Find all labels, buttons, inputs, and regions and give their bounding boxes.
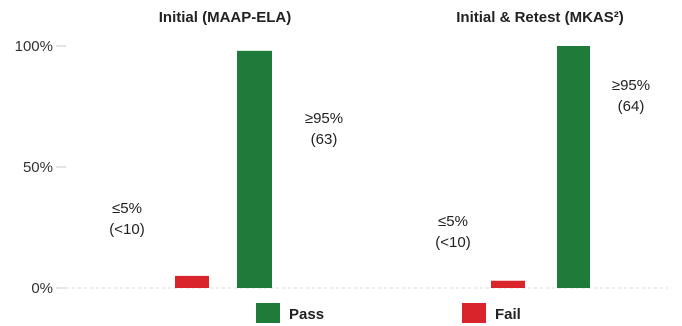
bar-fail <box>491 280 525 288</box>
legend-label: Fail <box>495 306 521 323</box>
panel-title: Initial (MAAP-ELA) <box>159 9 292 26</box>
data-label-count: (<10) <box>109 221 144 238</box>
data-label-percent: ≥95% <box>612 77 650 94</box>
chart-panel: Initial (MAAP-ELA) ≤5% (<10) ≥95% (63) <box>109 9 343 289</box>
data-label-count: (64) <box>618 98 645 115</box>
chart-panel: Initial & Retest (MKAS²) ≤5% (<10) ≥95% (64) <box>435 9 650 288</box>
legend: Pass Fail <box>256 303 521 323</box>
data-label-count: (63) <box>311 131 338 148</box>
panel-title: Initial & Retest (MKAS²) <box>456 9 624 26</box>
legend-item: Pass <box>256 303 324 323</box>
data-label-percent: ≤5% <box>438 213 468 230</box>
legend-item: Fail <box>462 303 521 323</box>
legend-swatch <box>462 303 486 323</box>
bar-fail <box>175 275 209 288</box>
bar-pass <box>557 46 590 288</box>
data-label-percent: ≥95% <box>305 110 343 127</box>
y-tick-label: 100% <box>15 38 53 55</box>
legend-swatch <box>256 303 280 323</box>
y-tick-label: 0% <box>31 280 53 297</box>
legend-label: Pass <box>289 306 324 323</box>
chart-panels: Initial (MAAP-ELA)≤5%(<10)≥95%(63)Initia… <box>109 9 650 289</box>
data-label-count: (<10) <box>435 234 470 251</box>
y-tick-label: 50% <box>23 159 53 176</box>
bar-pass <box>237 50 272 289</box>
data-label-percent: ≤5% <box>112 200 142 217</box>
